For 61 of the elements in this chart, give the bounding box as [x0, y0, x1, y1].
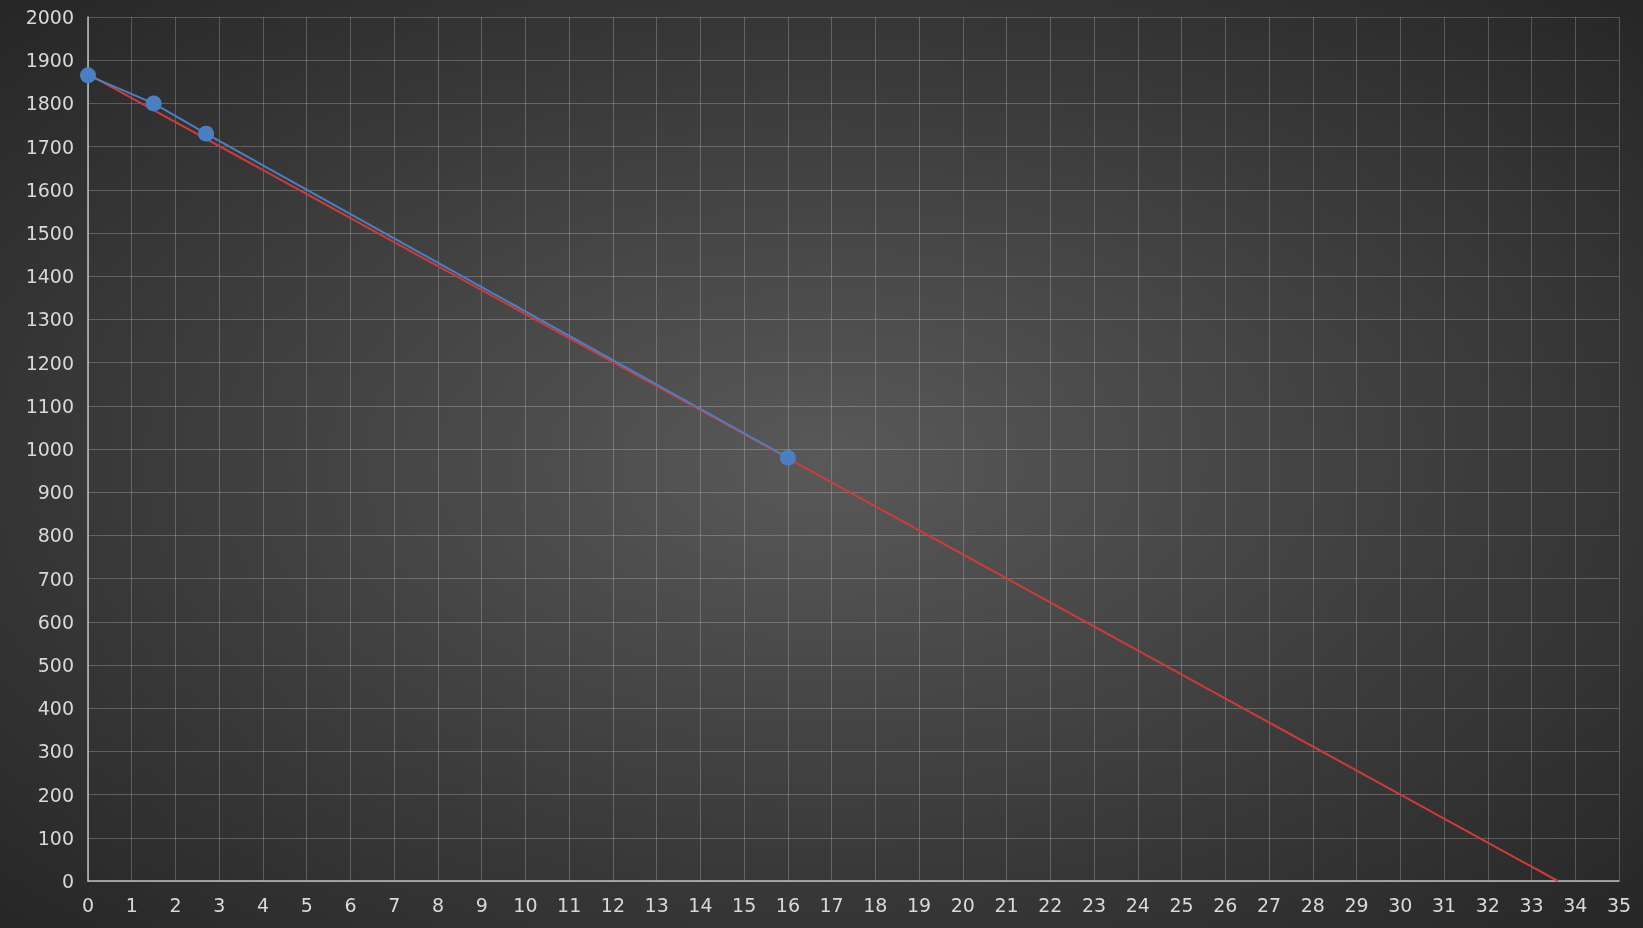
x-tick-label: 11 [557, 893, 582, 916]
y-tick-label: 100 [37, 826, 74, 849]
x-tick-label: 1 [125, 893, 138, 916]
y-tick-label: 1200 [25, 351, 74, 374]
y-tick-label: 1100 [25, 394, 74, 417]
y-tick-label: 400 [37, 697, 74, 720]
x-tick-label: 16 [775, 893, 800, 916]
x-tick-label: 33 [1519, 893, 1544, 916]
x-tick-label: 0 [81, 893, 95, 916]
x-tick-label: 32 [1475, 893, 1500, 916]
point [779, 449, 796, 466]
y-tick-label: 200 [37, 783, 74, 806]
x-tick-label: 22 [1038, 893, 1063, 916]
x-tick-label: 17 [819, 893, 844, 916]
y-tick-label: 300 [37, 740, 74, 763]
point [145, 95, 162, 112]
y-tick-label: 1800 [25, 92, 74, 115]
y-tick-label: 1000 [25, 438, 74, 460]
x-tick-label: 24 [1125, 893, 1150, 916]
y-tick-label: 1900 [25, 49, 74, 72]
x-tick-label: 4 [256, 893, 270, 916]
x-tick-label: 35 [1606, 893, 1632, 916]
x-tick-label: 31 [1431, 893, 1457, 916]
y-tick-label: 800 [37, 524, 74, 547]
x-tick-label: 34 [1563, 893, 1588, 916]
x-tick-label: 27 [1256, 893, 1282, 916]
x-tick-label: 13 [644, 893, 669, 916]
x-tick-label: 9 [475, 893, 488, 916]
y-tick-label: 1500 [25, 222, 74, 244]
y-tick-label: 600 [37, 610, 74, 633]
y-tick-label: 1400 [25, 265, 74, 288]
x-tick-label: 3 [213, 893, 226, 916]
x-tick-label: 14 [688, 893, 713, 916]
y-tick-label: 2000 [25, 6, 74, 28]
y-tick-label: 1300 [25, 308, 74, 331]
x-tick-label: 5 [300, 893, 313, 916]
x-tick-label: 2 [169, 893, 182, 916]
x-tick-label: 28 [1300, 893, 1325, 916]
x-tick-label: 20 [950, 893, 975, 916]
point [198, 125, 215, 142]
x-tick-label: 7 [388, 893, 401, 916]
y-tick-label: 1600 [25, 178, 74, 201]
y-tick-label: 0 [61, 870, 74, 892]
y-tick-label: 500 [37, 654, 74, 676]
y-tick-label: 700 [37, 567, 74, 590]
y-tick-label: 900 [37, 481, 74, 504]
x-tick-label: 23 [1081, 893, 1107, 916]
x-tick-label: 8 [431, 893, 444, 916]
x-tick-label: 29 [1344, 893, 1369, 916]
x-tick-label: 26 [1213, 893, 1238, 916]
x-tick-label: 25 [1169, 893, 1194, 916]
y-tick-label: 1700 [25, 135, 74, 158]
x-tick-label: 21 [994, 893, 1019, 916]
x-tick-label: 6 [344, 893, 357, 916]
x-tick-label: 18 [863, 893, 888, 916]
x-tick-label: 19 [907, 893, 932, 916]
x-tick-label: 10 [513, 893, 538, 916]
x-tick-label: 15 [732, 893, 757, 916]
x-tick-label: 30 [1388, 893, 1413, 916]
x-tick-label: 12 [600, 893, 626, 916]
point [80, 67, 96, 84]
